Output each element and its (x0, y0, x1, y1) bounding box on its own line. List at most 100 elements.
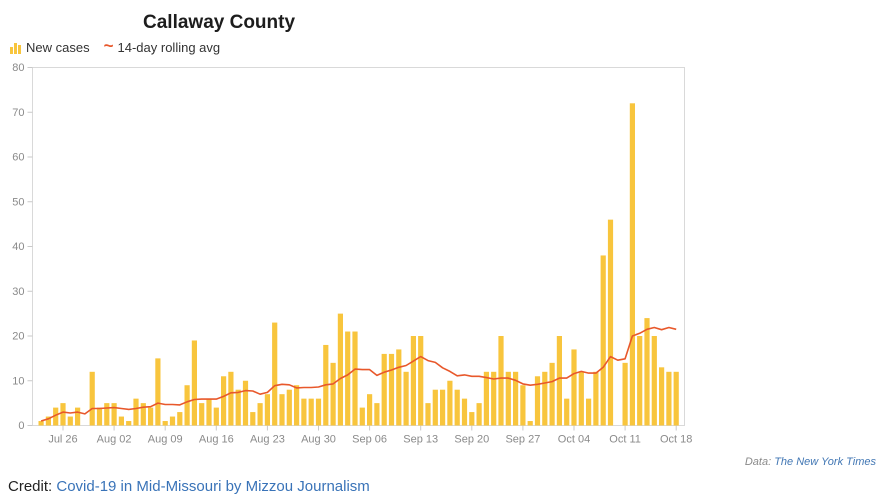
new-cases-bar[interactable] (272, 322, 278, 426)
new-cases-bar[interactable] (381, 353, 387, 426)
x-axis-tick-label: Sep 20 (454, 434, 489, 446)
new-cases-bar[interactable] (483, 371, 489, 426)
new-cases-bar[interactable] (440, 389, 446, 426)
new-cases-bar[interactable] (337, 313, 343, 426)
new-cases-bar[interactable] (126, 421, 132, 426)
new-cases-bar[interactable] (673, 371, 679, 426)
plot-frame (32, 67, 685, 426)
new-cases-bar[interactable] (345, 331, 351, 426)
new-cases-bar[interactable] (213, 407, 219, 426)
new-cases-bar[interactable] (454, 389, 460, 426)
new-cases-bar[interactable] (177, 412, 183, 426)
new-cases-bar[interactable] (367, 394, 373, 426)
new-cases-bar[interactable] (264, 394, 270, 426)
new-cases-bar[interactable] (374, 403, 380, 426)
new-cases-bar[interactable] (520, 385, 526, 426)
new-cases-bar[interactable] (352, 331, 358, 426)
new-cases-bar[interactable] (425, 403, 431, 426)
chart-legend: New cases ~ 14-day rolling avg (10, 37, 886, 56)
new-cases-bar[interactable] (447, 380, 453, 426)
new-cases-bar[interactable] (315, 398, 322, 426)
new-cases-bar[interactable] (250, 412, 256, 426)
new-cases-bar[interactable] (491, 371, 497, 426)
new-cases-bar[interactable] (104, 403, 110, 426)
new-cases-bar[interactable] (586, 398, 592, 426)
new-cases-bar[interactable] (549, 362, 555, 426)
new-cases-bar[interactable] (228, 371, 234, 426)
new-cases-bar[interactable] (133, 398, 139, 426)
new-cases-bar[interactable] (571, 349, 577, 426)
new-cases-bar[interactable] (155, 358, 161, 426)
new-cases-bar[interactable] (469, 412, 475, 426)
new-cases-bar[interactable] (242, 380, 249, 426)
new-cases-bar[interactable] (396, 349, 402, 426)
credit-label: Credit: (8, 478, 53, 495)
x-axis-tick-label: Jul 26 (48, 434, 77, 446)
legend-item-rolling-avg: ~ 14-day rolling avg (104, 37, 221, 56)
new-cases-bar[interactable] (169, 416, 176, 426)
y-axis-tick-label: 30 (12, 286, 24, 298)
new-cases-bar[interactable] (148, 407, 154, 426)
new-cases-bar[interactable] (534, 376, 541, 426)
new-cases-bar[interactable] (89, 371, 95, 426)
new-cases-bar[interactable] (410, 336, 416, 426)
new-cases-bar[interactable] (111, 403, 117, 426)
credit-link[interactable]: Covid-19 in Mid-Missouri by Mizzou Journ… (56, 478, 370, 495)
new-cases-bar[interactable] (67, 416, 73, 426)
x-axis-tick-label: Aug 02 (97, 434, 132, 446)
new-cases-bar[interactable] (38, 421, 44, 426)
bar-chart: 0 10 20 30 40 50 60 70 80 Jul 26 Aug 02 Aug 09 Aug 1… (0, 59, 886, 454)
new-cases-bar[interactable] (593, 371, 599, 426)
new-cases-bar[interactable] (330, 362, 336, 426)
new-cases-bar[interactable] (556, 336, 562, 426)
new-cases-bar[interactable] (607, 219, 614, 426)
new-cases-bar[interactable] (60, 403, 66, 426)
x-axis-tick-label: Oct 11 (609, 434, 641, 446)
new-cases-bar[interactable] (666, 371, 672, 426)
new-cases-bar[interactable] (513, 371, 519, 426)
new-cases-bar[interactable] (432, 389, 438, 426)
new-cases-bar[interactable] (505, 371, 511, 426)
new-cases-bar[interactable] (637, 336, 643, 426)
new-cases-bar[interactable] (75, 407, 81, 426)
new-cases-bar[interactable] (45, 416, 51, 426)
new-cases-bar[interactable] (199, 403, 205, 426)
new-cases-bar[interactable] (140, 403, 146, 426)
new-cases-bar[interactable] (629, 103, 635, 426)
new-cases-bar[interactable] (564, 398, 570, 426)
new-cases-bar[interactable] (622, 362, 628, 426)
new-cases-bar[interactable] (301, 398, 307, 426)
new-cases-bar[interactable] (257, 403, 263, 426)
new-cases-bar[interactable] (221, 376, 227, 426)
new-cases-bar[interactable] (96, 407, 103, 426)
x-axis-tick-label: Sep 27 (505, 434, 540, 446)
new-cases-bar[interactable] (498, 336, 504, 426)
new-cases-bar[interactable] (235, 389, 241, 426)
new-cases-bar[interactable] (461, 398, 468, 426)
new-cases-bar[interactable] (308, 398, 314, 426)
new-cases-bar[interactable] (294, 385, 300, 426)
new-cases-bar[interactable] (184, 385, 190, 426)
new-cases-bar[interactable] (118, 416, 124, 426)
new-cases-bar[interactable] (286, 389, 292, 426)
new-cases-bar[interactable] (418, 336, 424, 426)
new-cases-bar[interactable] (644, 318, 650, 426)
new-cases-bar[interactable] (206, 398, 212, 426)
new-cases-bar[interactable] (162, 421, 168, 426)
new-cases-bar[interactable] (359, 407, 365, 426)
new-cases-bar[interactable] (542, 371, 548, 426)
new-cases-bar[interactable] (403, 371, 409, 426)
new-cases-bar[interactable] (578, 371, 584, 426)
new-cases-bar[interactable] (600, 255, 606, 426)
new-cases-bar[interactable] (476, 403, 482, 426)
new-cases-bar[interactable] (527, 421, 533, 426)
data-source-link[interactable]: The New York Times (774, 456, 876, 468)
new-cases-bar[interactable] (651, 336, 657, 426)
new-cases-bar[interactable] (388, 353, 395, 426)
new-cases-bar[interactable] (659, 367, 665, 426)
y-axis-tick-label: 40 (12, 241, 24, 253)
new-cases-bar[interactable] (279, 394, 285, 426)
new-cases-bar[interactable] (53, 407, 59, 426)
new-cases-bar[interactable] (191, 340, 197, 426)
